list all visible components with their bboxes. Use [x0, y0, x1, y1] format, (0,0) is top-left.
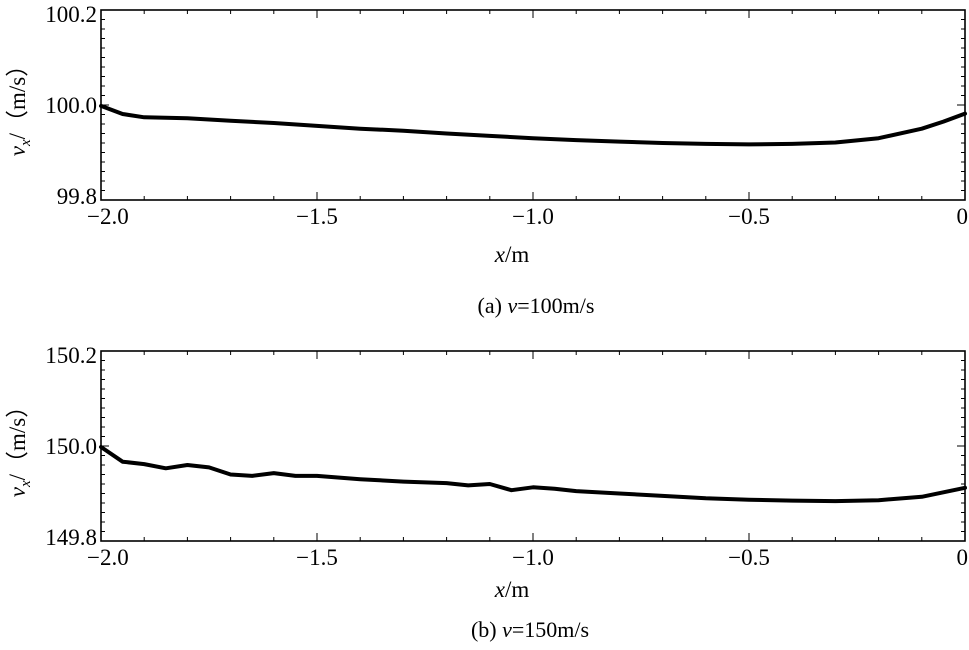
y-tick-label: 150.0 [45, 434, 97, 459]
x-axis-title: x/m [494, 577, 530, 602]
y-tick-label: 99.8 [57, 184, 97, 209]
x-axis-title: x/m [494, 242, 530, 267]
x-tick-label: 0 [957, 545, 969, 570]
y-tick-label: 100.2 [45, 2, 97, 27]
x-tick-label: −0.5 [728, 204, 770, 229]
plot-frame [100, 9, 966, 201]
plot-frame [100, 350, 966, 542]
y-tick-label: 100.0 [45, 93, 97, 118]
x-tick-label: −1.5 [296, 204, 338, 229]
chart-panel-a: −2.0 −1.5 −1.0 −0.5 0 99.8 100.0 100.2 vx/（m/s… [5, 2, 968, 318]
x-tick-label: −1.0 [512, 204, 554, 229]
x-tick-label: −1.0 [512, 545, 554, 570]
y-tick-label: 149.8 [45, 525, 97, 550]
series-line [99, 103, 967, 147]
x-tick-labels: −2.0 −1.5 −1.0 −0.5 0 [87, 545, 968, 570]
chart-caption: (a) v=100m/s [478, 293, 595, 318]
x-tick-labels: −2.0 −1.5 −1.0 −0.5 0 [87, 204, 968, 229]
x-tick-label: 0 [957, 204, 969, 229]
y-tick-labels: 149.8 150.0 150.2 [45, 343, 97, 550]
tick-marks [100, 9, 966, 201]
y-axis-title: vx/（m/s） [5, 54, 34, 157]
y-axis-title: vx/（m/s） [5, 395, 34, 498]
y-tick-label: 150.2 [45, 343, 97, 368]
x-tick-label: −2.0 [87, 545, 129, 570]
series-group [99, 445, 967, 504]
series-group [99, 103, 967, 147]
chart-panel-b: −2.0 −1.5 −1.0 −0.5 0 149.8 150.0 150.2 vx/（m/… [5, 343, 968, 642]
x-tick-label: −0.5 [728, 545, 770, 570]
x-tick-label: −2.0 [87, 204, 129, 229]
chart-caption: (b) v=150m/s [471, 617, 589, 642]
x-tick-label: −1.5 [296, 545, 338, 570]
y-tick-labels: 99.8 100.0 100.2 [45, 2, 97, 209]
series-line [99, 445, 967, 504]
tick-marks [100, 350, 966, 542]
